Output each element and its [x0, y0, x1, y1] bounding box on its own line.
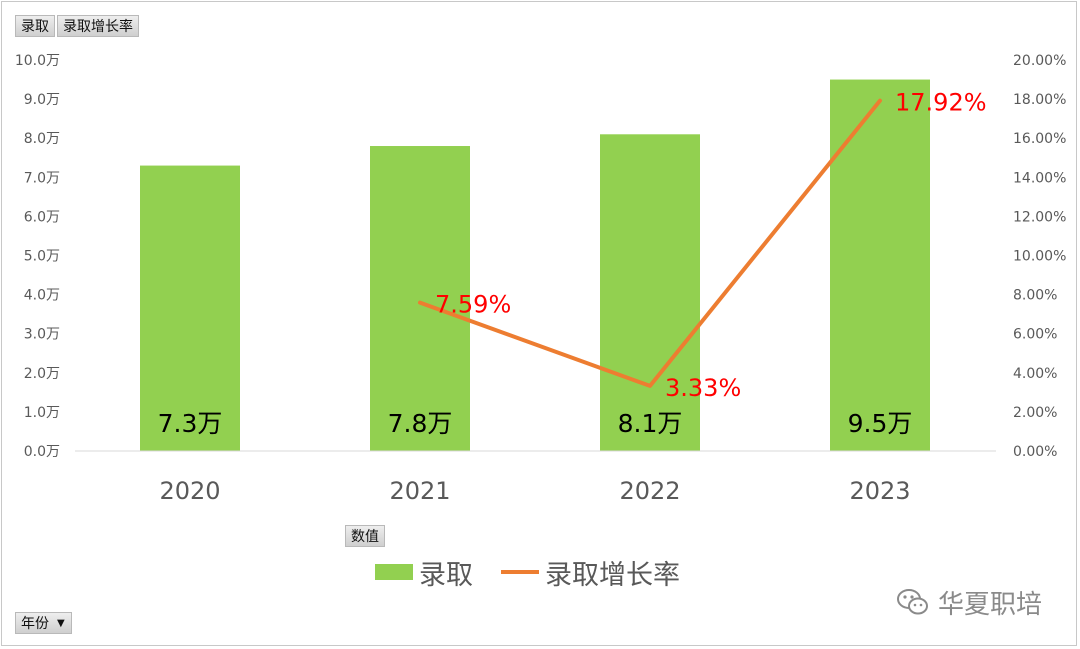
- line-series: [418, 98, 882, 388]
- category-label-2023: 2023: [849, 477, 910, 505]
- bar-2023: [830, 79, 930, 452]
- watermark-text: 华夏职培: [938, 589, 1043, 620]
- left-axis-tick-label: 0.0万: [24, 444, 60, 460]
- growth-rate-data-label: 17.92%: [895, 89, 987, 117]
- bar-data-label: 7.8万: [388, 409, 453, 438]
- dropdown-caret-icon: ▼: [57, 618, 65, 629]
- right-axis-tick-label: 2.00%: [1013, 405, 1057, 421]
- left-axis-tick-label: 5.0万: [24, 249, 60, 265]
- row-field-year-dropdown[interactable]: 年份 ▼: [15, 612, 72, 634]
- growth-rate-data-label: 7.59%: [435, 291, 511, 319]
- right-axis-tick-label: 0.00%: [1013, 444, 1057, 460]
- bar-data-label: 7.3万: [158, 409, 223, 438]
- left-axis-ticks: 0.0万 1.0万 2.0万 3.0万 4.0万 5.0万 6.0万 7.0万 8.0万 9.0万…: [15, 53, 60, 460]
- bar-series: [140, 79, 930, 452]
- right-axis-tick-label: 14.00%: [1013, 170, 1066, 186]
- left-axis-tick-label: 1.0万: [24, 405, 60, 421]
- legend-swatch-line: [501, 570, 539, 574]
- right-axis-ticks: 0.00% 2.00% 4.00% 6.00% 8.00% 10.00% 12.00% 14.…: [1013, 53, 1066, 460]
- left-axis-tick-label: 6.0万: [24, 209, 60, 225]
- right-axis-tick-label: 10.00%: [1013, 249, 1066, 265]
- line-data-labels: 7.59% 3.33% 17.92%: [435, 89, 987, 402]
- right-axis-tick-label: 6.00%: [1013, 327, 1057, 343]
- right-axis-tick-label: 20.00%: [1013, 53, 1066, 69]
- category-axis-labels: 2020 2021 2022 2023: [159, 477, 910, 505]
- values-field-button[interactable]: 数值: [345, 525, 385, 547]
- category-label-2021: 2021: [389, 477, 450, 505]
- field-button-growth-rate[interactable]: 录取增长率: [57, 15, 139, 37]
- left-axis-tick-label: 9.0万: [24, 92, 60, 108]
- right-axis-tick-label: 18.00%: [1013, 92, 1066, 108]
- legend: 录取 录取增长率: [375, 552, 680, 592]
- left-axis-tick-label: 8.0万: [24, 131, 60, 147]
- bar-data-label: 9.5万: [848, 409, 913, 438]
- right-axis-tick-label: 4.00%: [1013, 366, 1057, 382]
- growth-rate-data-label: 3.33%: [665, 374, 741, 402]
- left-axis-tick-label: 2.0万: [24, 366, 60, 382]
- category-label-2020: 2020: [159, 477, 220, 505]
- right-axis-tick-label: 8.00%: [1013, 288, 1057, 304]
- right-axis-tick-label: 16.00%: [1013, 131, 1066, 147]
- left-axis-tick-label: 3.0万: [24, 327, 60, 343]
- left-axis-tick-label: 10.0万: [15, 53, 60, 69]
- bar-2022: [600, 134, 700, 452]
- bar-data-label: 8.1万: [618, 409, 683, 438]
- left-axis-tick-label: 4.0万: [24, 288, 60, 304]
- row-field-label: 年份: [21, 616, 49, 632]
- watermark: 华夏职培: [896, 582, 1042, 622]
- bar-data-labels: 7.3万 7.8万 8.1万 9.5万: [158, 409, 913, 438]
- legend-label-admission: 录取: [419, 559, 473, 591]
- category-label-2022: 2022: [619, 477, 680, 505]
- legend-label-growth-rate: 录取增长率: [545, 559, 680, 591]
- left-axis-tick-label: 7.0万: [24, 170, 60, 186]
- field-button-admission[interactable]: 录取: [15, 15, 55, 37]
- right-axis-tick-label: 12.00%: [1013, 209, 1066, 225]
- bar-2020: [140, 165, 240, 451]
- wechat-icon: [897, 589, 928, 615]
- legend-swatch-bar: [375, 564, 413, 580]
- bar-2021: [370, 146, 470, 451]
